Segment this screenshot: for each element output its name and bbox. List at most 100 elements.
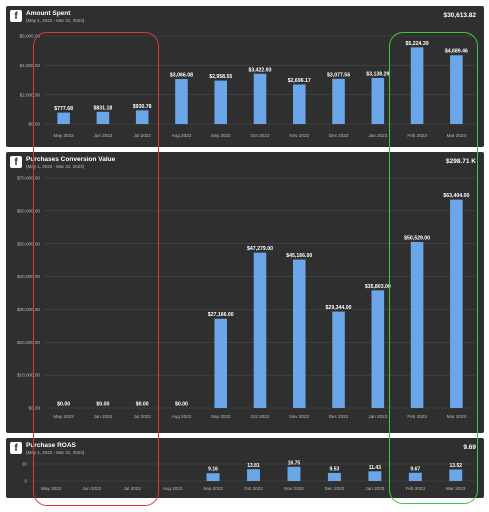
x-tick-label: Jun 2022: [93, 133, 112, 138]
bar: [332, 78, 345, 124]
data-label: 9.67: [410, 466, 420, 472]
amount-spent-panel: f Amount Spent (May 1, 2022 - Mar 31, 20…: [6, 6, 484, 147]
data-label: $3,138.29: [366, 71, 389, 77]
x-tick-label: Oct 2022: [251, 133, 270, 138]
panel-total: $30,613.82: [443, 12, 476, 19]
panel-title: Amount Spent: [26, 10, 71, 17]
data-label: $831.18: [94, 105, 113, 111]
data-label: 9.16: [208, 467, 218, 473]
data-label: $0.00: [136, 402, 149, 408]
panel-date-range: (May 1, 2022 - Mar 31, 2023): [26, 164, 85, 169]
data-label: 13.52: [450, 463, 463, 469]
bar: [287, 466, 301, 481]
x-tick-label: Mar 2023: [447, 133, 467, 138]
y-tick-label: $0.00: [29, 122, 41, 127]
x-tick-label: Jul 2022: [133, 414, 151, 419]
data-label: $63,404.00: [443, 193, 469, 199]
y-tick-label: $40,000.00: [17, 274, 40, 279]
data-label: $3,066.08: [170, 73, 193, 79]
data-label: 11.43: [369, 465, 381, 471]
x-tick-label: Sep 2022: [211, 414, 231, 419]
x-tick-label: Oct 2022: [244, 486, 263, 491]
x-tick-label: Jan 2023: [368, 133, 387, 138]
data-label: 16.75: [288, 460, 301, 466]
x-tick-label: Nov 2022: [289, 414, 309, 419]
conversion-value-chart: $0.00 $10,000.00 $20,000.00 $30,000.00 $40,0…: [17, 176, 476, 419]
y-tick-label: $10,000.00: [17, 373, 40, 378]
x-tick-label: May 2022: [41, 486, 62, 491]
data-label: $29,344.00: [326, 305, 352, 311]
bar: [292, 259, 306, 408]
y-tick-label: $6,000.00: [20, 34, 41, 39]
data-label: $27,166.00: [208, 312, 234, 318]
data-label: $0.00: [57, 402, 70, 408]
data-label: $2,958.55: [209, 74, 232, 80]
data-label: $2,696.17: [288, 78, 311, 84]
data-label: $4,689.46: [445, 49, 468, 55]
x-tick-label: Nov 2022: [289, 133, 309, 138]
data-label: $0.00: [175, 402, 188, 408]
y-tick-label: $20,000.00: [17, 340, 40, 345]
purchase-roas-chart: 0 20 May 2022 Jun 2022 Jul 2022 Aug 2022 9.16 S…: [22, 460, 476, 491]
x-tick-label: Nov 2022: [284, 486, 304, 491]
panel-total: $298.71 K: [446, 158, 476, 165]
x-tick-label: Jun 2022: [82, 486, 101, 491]
x-tick-label: Jan 2023: [365, 486, 384, 491]
x-tick-label: Oct 2022: [251, 414, 270, 419]
bar: [253, 252, 267, 408]
bar: [214, 318, 228, 408]
data-label: 9.53: [330, 466, 340, 472]
x-tick-label: Mar 2023: [446, 486, 466, 491]
y-tick-label: $70,000.00: [17, 176, 40, 181]
bar: [206, 473, 220, 481]
data-label: $5,224.39: [406, 41, 429, 47]
x-tick-label: Sep 2022: [211, 133, 231, 138]
x-tick-label: Jul 2022: [123, 486, 141, 491]
data-label: $777.68: [54, 106, 73, 112]
data-label: $45,166.00: [286, 253, 312, 259]
y-tick-label: $60,000.00: [17, 208, 40, 213]
data-label: $47,279.00: [247, 246, 273, 252]
bar: [332, 311, 345, 408]
bar: [214, 80, 228, 124]
x-tick-label: Feb 2023: [407, 414, 427, 419]
bar: [449, 469, 463, 481]
facebook-icon: f: [10, 156, 22, 168]
data-label: 13.81: [247, 463, 260, 469]
panel-date-range: (May 1, 2022 - Mar 31, 2023): [26, 450, 85, 455]
y-tick-label: $2,000.00: [20, 92, 41, 97]
bar: [247, 469, 260, 481]
y-tick-label: $0.00: [29, 406, 41, 411]
bar: [292, 84, 306, 124]
x-tick-label: May 2022: [54, 133, 75, 138]
amount-spent-chart: $0.00 $2,000.00 $4,000.00 $6,000.00 $777.68 M…: [20, 34, 476, 138]
bar: [410, 47, 424, 125]
x-tick-label: Jun 2022: [93, 414, 112, 419]
bar: [368, 471, 382, 481]
purchase-roas-panel: f Purchase ROAS (May 1, 2022 - Mar 31, 2…: [6, 438, 484, 498]
bar: [57, 112, 70, 124]
bar: [96, 111, 110, 124]
panel-date-range: (May 1, 2022 - Mar 31, 2023): [26, 18, 85, 23]
bar: [253, 73, 267, 124]
data-label: $0.00: [96, 402, 109, 408]
bar: [410, 241, 424, 408]
x-tick-label: Feb 2023: [406, 486, 426, 491]
bar: [327, 472, 341, 481]
x-tick-label: Feb 2023: [407, 133, 427, 138]
x-tick-label: Dec 2022: [329, 133, 349, 138]
data-label: $35,803.00: [365, 284, 391, 290]
bar: [175, 79, 188, 124]
conversion-value-panel: f Purchases Conversion Value (May 1, 202…: [6, 152, 484, 433]
x-tick-label: Jul 2022: [133, 133, 151, 138]
facebook-icon: f: [10, 10, 22, 22]
bar: [450, 55, 463, 124]
y-tick-label: 20: [22, 462, 28, 467]
x-tick-label: Sep 2022: [203, 486, 223, 491]
data-label: $930.78: [133, 104, 152, 110]
y-tick-label: $50,000.00: [17, 241, 40, 246]
y-tick-label: $4,000.00: [20, 63, 41, 68]
x-tick-label: Dec 2022: [329, 414, 349, 419]
x-tick-label: May 2022: [54, 414, 75, 419]
x-tick-label: Aug 2022: [163, 486, 183, 491]
